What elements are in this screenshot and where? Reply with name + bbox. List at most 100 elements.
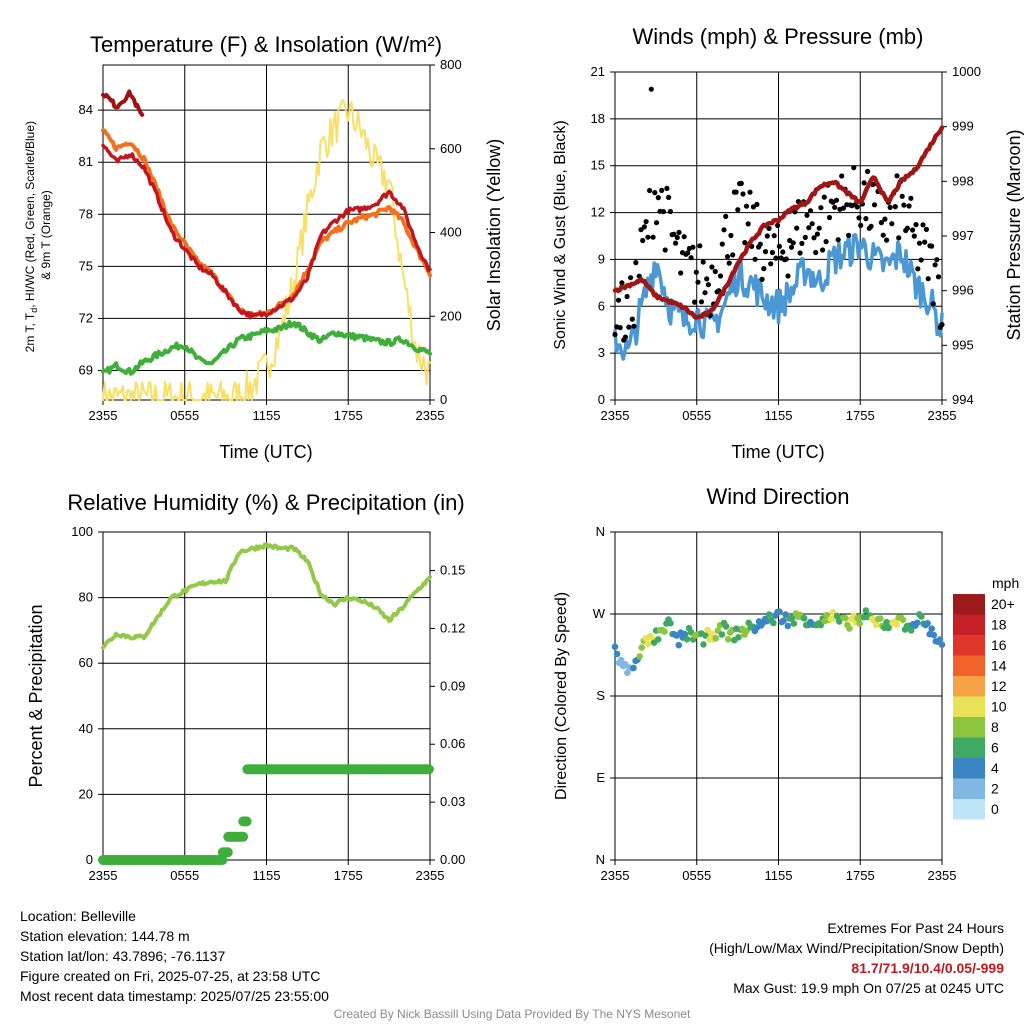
gust-point — [833, 197, 840, 203]
gust-point — [910, 227, 916, 233]
y-tick-label: 40 — [79, 721, 93, 736]
y2-tick-label: 0.12 — [440, 620, 465, 635]
gust-point — [887, 204, 893, 210]
gust-point — [788, 244, 795, 250]
x-tick-label: 0555 — [682, 408, 711, 423]
gust-point — [797, 250, 803, 256]
x-tick-label: 2355 — [416, 408, 445, 423]
legend-title: mph — [992, 575, 1019, 591]
gust-point — [662, 247, 668, 253]
gust-point — [814, 231, 821, 237]
gust-point — [863, 216, 869, 222]
y-tick-label: 3 — [598, 345, 605, 360]
gust-point — [915, 266, 921, 272]
legend-label: 4 — [991, 760, 999, 776]
direction-point — [675, 641, 683, 649]
direction-point — [712, 634, 720, 642]
direction-point — [784, 622, 792, 630]
gust-point — [681, 234, 687, 240]
gust-point — [659, 187, 665, 193]
y-tick-label: 9 — [598, 251, 605, 266]
gust-point — [726, 260, 732, 266]
station-info: Location: Belleville Station elevation: … — [20, 906, 329, 1006]
gust-point — [823, 239, 829, 245]
gust-point — [851, 165, 857, 171]
legend-label: 16 — [991, 637, 1007, 653]
gust-point — [721, 227, 727, 233]
gust-point — [804, 212, 810, 218]
direction-point — [788, 614, 796, 622]
gust-point — [889, 221, 895, 227]
y-tick-label: 18 — [591, 111, 605, 126]
winds-panel: 2355 0555 1155 1755 235503691215182199499599… — [591, 64, 981, 423]
y2-tick-label: 1000 — [952, 64, 981, 79]
legend-label: 6 — [991, 740, 999, 756]
gust-point — [685, 250, 691, 256]
legend-swatch — [953, 799, 985, 820]
gust-point — [922, 239, 928, 245]
legend-swatch — [953, 737, 985, 758]
gust-point — [806, 225, 812, 231]
gust-point — [771, 233, 777, 239]
gust-point — [785, 273, 791, 279]
x-tick-label: 2355 — [601, 868, 630, 883]
gust-point — [790, 240, 796, 246]
direction-point — [872, 621, 880, 629]
gust-point — [740, 191, 746, 197]
y-tick-label: E — [596, 770, 605, 785]
legend-swatch — [953, 717, 985, 738]
direction-point — [938, 641, 946, 648]
precipitation-point — [238, 831, 249, 842]
direction-point — [776, 608, 783, 615]
y2-tick-label: 0.06 — [440, 736, 465, 751]
direction-point — [930, 631, 938, 639]
gust-point — [747, 189, 753, 195]
x-tick-label: 0555 — [170, 868, 199, 883]
direction-point — [842, 614, 849, 622]
y-tick-label: 0 — [86, 852, 93, 867]
gust-point — [698, 299, 705, 305]
gust-point — [925, 276, 931, 282]
direction-point — [877, 615, 884, 622]
gust-point — [697, 243, 703, 249]
gust-point — [840, 205, 847, 211]
gust-point — [671, 231, 677, 237]
gust-point — [728, 232, 734, 239]
y2-tick-label: 200 — [440, 308, 462, 323]
gust-point — [932, 262, 938, 268]
gust-point — [776, 243, 783, 249]
gust-point — [754, 201, 760, 207]
temp-9m-line — [101, 128, 432, 318]
gust-point — [673, 240, 679, 246]
x-tick-label: 0555 — [682, 868, 711, 883]
x-tick-label: 2355 — [89, 408, 118, 423]
gust-point — [762, 249, 769, 255]
legend-label: 20+ — [991, 596, 1015, 612]
legend-label: 10 — [991, 699, 1007, 715]
x-tick-label: 2355 — [928, 408, 957, 423]
gust-point — [923, 226, 930, 232]
gust-point — [920, 222, 926, 228]
gust-point — [768, 261, 774, 267]
y-tick-label: 78 — [79, 206, 93, 221]
direction-point — [722, 623, 730, 630]
gust-point — [730, 252, 736, 258]
precipitation-point — [241, 816, 252, 827]
gust-point — [752, 256, 758, 262]
direction-point — [624, 669, 631, 677]
gust-point — [648, 86, 654, 92]
direction-point — [611, 643, 619, 651]
legend-swatch — [953, 696, 985, 717]
y-tick-label: 75 — [79, 258, 93, 273]
x-tick-label: 2355 — [601, 408, 630, 423]
gust-point — [858, 222, 864, 228]
gust-point — [653, 220, 660, 226]
gust-point — [745, 221, 751, 227]
direction-point — [914, 619, 921, 627]
y-tick-label: 0 — [598, 392, 605, 407]
gust-point — [871, 202, 878, 208]
gust-point — [690, 244, 696, 250]
gust-point — [759, 276, 765, 282]
elevation-text: Station elevation: 144.78 m — [20, 928, 190, 944]
